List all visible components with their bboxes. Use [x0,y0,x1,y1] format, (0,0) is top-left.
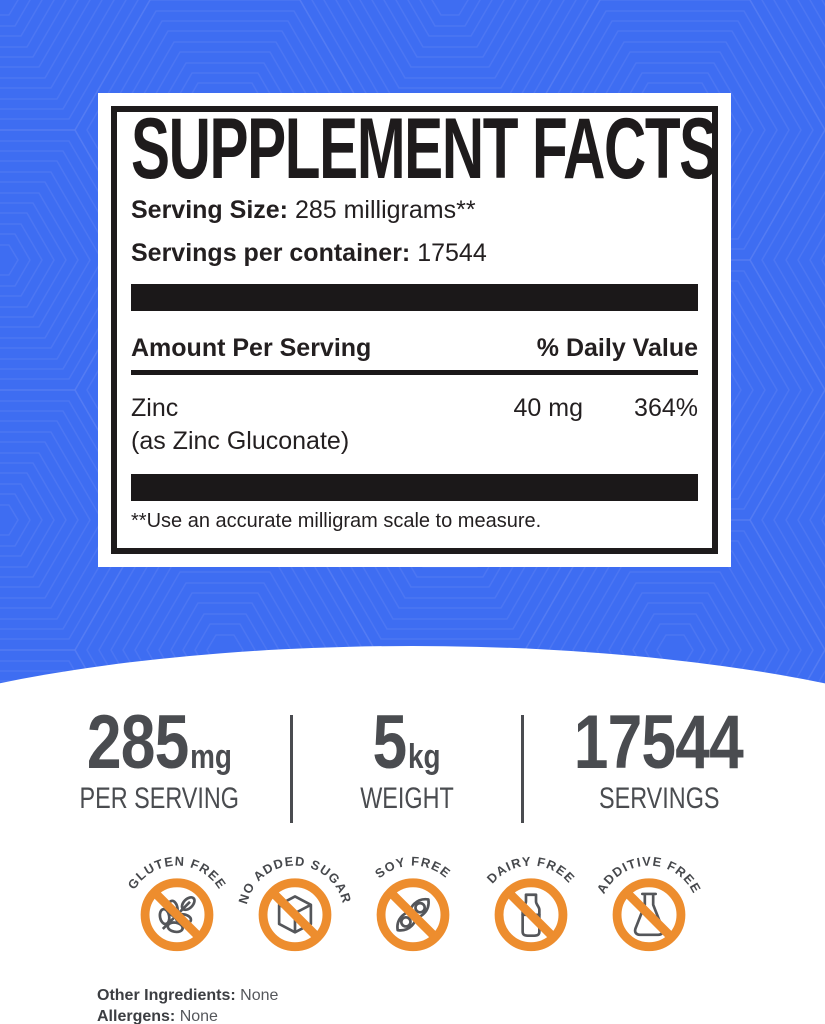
allergens-label: Allergens: [97,1008,176,1024]
badge-slash [504,889,557,941]
stat-weight-number: 5 [372,700,407,785]
stat-weight: 5 kg WEIGHT [293,700,521,823]
stat-divider-right [520,715,524,823]
white-curve-divider [0,646,825,1024]
servings-per-container-label: Servings per container: [131,239,411,268]
badge-soy-free: SOY FREE [354,846,472,960]
amount-per-serving-header: Amount Per Serving [131,334,372,363]
badge-ring [376,878,449,952]
badge-ring [258,878,331,952]
nutrient-row: Zinc (as Zinc Gluconate) 40 mg 364% [131,392,698,457]
stat-weight-label: WEIGHT [359,782,454,816]
supplement-facts-border: SUPPLEMENT FACTS Serving Size: 285 milli… [111,106,718,554]
nutrient-name-detail: (as Zinc Gluconate) [131,426,350,455]
stats-row: 285 mg PER SERVING 5 kg WEIGHT 17544 SER… [0,700,825,823]
free-of-badges-row: GLUTEN FREE NO ADDED SUGAR [0,846,825,960]
badge-slash [622,889,675,941]
badge-ring [140,878,213,952]
badge-ring [494,878,567,952]
serving-size-line: Serving Size: 285 milligrams** [131,195,698,225]
other-ingredients-value: None [240,987,279,1004]
badge-soy-free-label: SOY FREE [371,854,452,882]
stat-per-serving: 285 mg PER SERVING [30,700,290,823]
servings-per-container-line: Servings per container: 17544 [131,238,698,268]
daily-value-header: % Daily Value [536,334,698,363]
stat-weight-unit: kg [407,738,441,777]
nutrient-daily-value: 364% [634,394,698,423]
facts-column-headers: Amount Per Serving % Daily Value [131,333,698,363]
other-ingredients-label: Other Ingredients: [97,987,236,1004]
badge-slash [386,889,439,941]
thick-divider-bar-bottom [131,474,698,502]
svg-text:SOY FREE: SOY FREE [371,854,453,882]
serving-size-value: 285 milligrams** [294,196,476,225]
nutrient-amount: 40 mg [513,394,583,423]
servings-per-container-value: 17544 [417,239,487,268]
stat-weight-value: 5 kg [372,700,441,785]
stat-servings-value: 17544 [574,700,745,785]
stat-per-serving-label: PER SERVING [79,782,240,816]
ingredients-footer: Other Ingredients: None Allergens: None [97,985,278,1024]
badge-additive-free-label: ADDITIVE FREE [593,854,703,896]
nutrient-name-main: Zinc [131,394,179,423]
supplement-facts-panel: SUPPLEMENT FACTS Serving Size: 285 milli… [98,93,731,567]
svg-text:ADDITIVE FREE: ADDITIVE FREE [593,854,704,896]
thick-divider-bar-top [131,284,698,312]
stat-per-serving-value: 285 mg [87,700,232,785]
header-rule [131,370,698,376]
stat-servings-label: SERVINGS [599,782,720,816]
serving-size-label: Serving Size: [131,196,288,225]
stat-divider-left [289,715,293,823]
badge-ring [612,878,685,952]
stat-servings: 17544 SERVINGS [524,700,796,823]
measure-footnote: **Use an accurate milligram scale to mea… [131,510,542,533]
stat-per-serving-unit: mg [190,738,232,777]
badge-no-added-sugar: NO ADDED SUGAR [236,846,354,960]
badge-gluten-free: GLUTEN FREE [118,846,236,960]
other-ingredients-line: Other Ingredients: None [97,985,278,1006]
stat-per-serving-number: 285 [87,700,189,785]
badge-slash [268,889,321,941]
nutrient-name: Zinc (as Zinc Gluconate) [131,392,468,457]
allergens-value: None [179,1008,218,1024]
supplement-facts-title: SUPPLEMENT FACTS [131,106,717,197]
badge-dairy-free: DAIRY FREE [472,846,590,960]
badge-slash [150,889,203,941]
badge-additive-free: ADDITIVE FREE [590,846,708,960]
stat-servings-number: 17544 [574,700,744,785]
allergens-line: Allergens: None [97,1006,278,1024]
